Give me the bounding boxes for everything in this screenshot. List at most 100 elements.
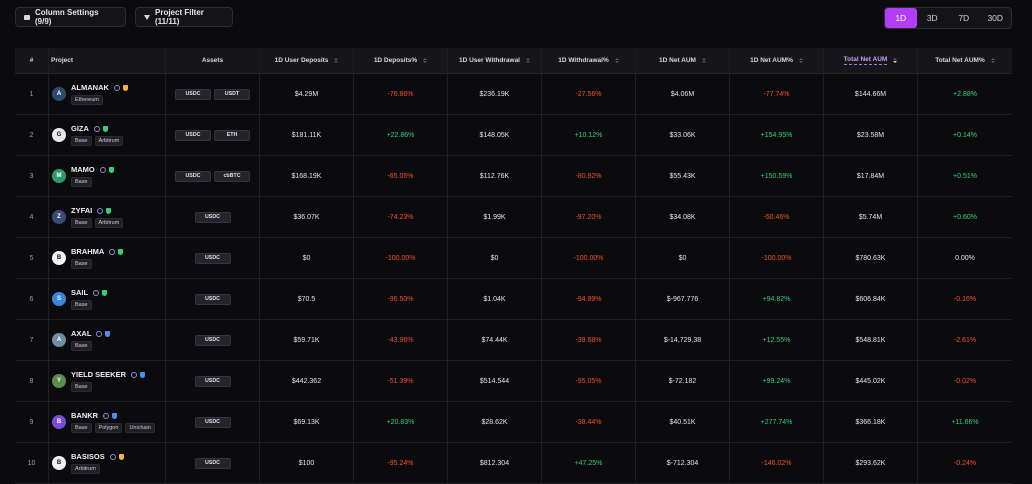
project-cell[interactable]: B BRAHMA Base (49, 238, 166, 278)
project-name[interactable]: YIELD SEEKER (71, 370, 127, 379)
column-settings-button[interactable]: Column Settings (9/9) (15, 7, 126, 27)
sort-icon[interactable] (990, 58, 995, 63)
column-header[interactable]: Total Net AUM% (918, 48, 1012, 73)
table-row[interactable]: 7 A AXAL Base USDC $59.71K -43.96% $74.44K -39.6… (15, 320, 1012, 361)
project-filter-button[interactable]: Project Filter (11/11) (135, 7, 233, 27)
period-tab-30d[interactable]: 30D (987, 13, 1004, 23)
withdrawal-pct-cell: -95.05% (542, 361, 636, 401)
table-row[interactable]: 1 A ALMANAK Ethereum USDC USDT $4.29M -76.86% $2… (15, 74, 1012, 115)
table-row[interactable]: 3 M MAMO Base USDC cbBTC $168.19K -65.05% $112.7… (15, 156, 1012, 197)
project-cell[interactable]: B BANKR Base Polygon Unichain (49, 402, 166, 442)
period-tab-3d[interactable]: 3D (926, 13, 938, 23)
project-name[interactable]: BANKR (71, 411, 99, 420)
total-aum-pct-cell: +11.66% (918, 402, 1012, 442)
table-row[interactable]: 6 S SAIL Base USDC $70.5 -96.50% $1.04K -94.99% $… (15, 279, 1012, 320)
deposits-pct-cell: -65.05% (354, 156, 448, 196)
table-row[interactable]: 5 B BRAHMA Base USDC $0 -100.00% $0 -100.00% $0 -1… (15, 238, 1012, 279)
project-name[interactable]: ZYFAI (71, 206, 93, 215)
globe-icon[interactable] (96, 330, 103, 337)
shield-icon (112, 412, 118, 419)
table-row[interactable]: 2 G GIZA Base Arbitrum USDC ETH $181.11K +22.86%… (15, 115, 1012, 156)
project-name-line: MAMO (71, 165, 114, 174)
globe-icon[interactable] (99, 166, 106, 173)
project-logo: B (52, 456, 66, 470)
column-header[interactable]: 1D Net AUM (636, 48, 730, 73)
table-row[interactable]: 4 Z ZYFAI Base Arbitrum USDC $36.07K -74.23% $1.… (15, 197, 1012, 238)
table-row[interactable]: 9 B BANKR Base Polygon Unichain USDC $69.13K +20… (15, 402, 1012, 443)
row-index-cell: 8 (15, 361, 49, 401)
withdrawal-value: $74.44K (481, 336, 508, 344)
project-name[interactable]: MAMO (71, 165, 95, 174)
chain-tag: Base (71, 218, 92, 228)
project-cell[interactable]: A ALMANAK Ethereum (49, 74, 166, 114)
project-cell[interactable]: Y YIELD SEEKER Base (49, 361, 166, 401)
column-header[interactable]: Total Net AUM (824, 48, 918, 73)
globe-icon[interactable] (109, 453, 116, 460)
withdrawal-pct-cell: -97.20% (542, 197, 636, 237)
column-header[interactable]: 1D User Deposits (260, 48, 354, 73)
project-name[interactable]: BASISOS (71, 452, 105, 461)
deposits-value: $442.362 (291, 377, 322, 385)
total-aum-pct-value: -2.61% (953, 336, 977, 344)
column-header-label: 1D User Deposits (274, 57, 329, 64)
sort-icon[interactable] (614, 58, 619, 63)
project-name[interactable]: ALMANAK (71, 83, 109, 92)
deposits-pct-cell: +20.83% (354, 402, 448, 442)
project-text: BANKR Base Polygon Unichain (71, 411, 155, 433)
deposits-pct-value: -65.05% (387, 172, 414, 180)
project-name[interactable]: SAIL (71, 288, 89, 297)
project-cell[interactable]: Z ZYFAI Base Arbitrum (49, 197, 166, 237)
withdrawal-pct-value: -80.92% (575, 172, 602, 180)
column-header-label: Total Net AUM (843, 56, 888, 65)
project-name[interactable]: AXAL (71, 329, 92, 338)
chain-tags: Base (71, 341, 110, 351)
total-aum-pct-cell: -2.61% (918, 320, 1012, 360)
period-tab-7d[interactable]: 7D (958, 13, 970, 23)
sort-icon[interactable] (798, 58, 803, 63)
withdrawal-cell: $28.62K (448, 402, 542, 442)
globe-icon[interactable] (93, 125, 100, 132)
period-tab-1d[interactable]: 1D (885, 8, 917, 28)
project-text: YIELD SEEKER Base (71, 370, 146, 392)
globe-icon[interactable] (113, 84, 120, 91)
sort-icon[interactable] (701, 58, 706, 63)
deposits-cell: $100 (260, 443, 354, 483)
total-aum-pct-value: -0.24% (953, 459, 977, 467)
project-cell[interactable]: G GIZA Base Arbitrum (49, 115, 166, 155)
column-header[interactable]: 1D Deposits% (354, 48, 448, 73)
project-name[interactable]: GIZA (71, 124, 89, 133)
column-header[interactable]: 1D User Withdrawal (448, 48, 542, 73)
globe-icon[interactable] (97, 207, 104, 214)
chain-tags: Base (71, 300, 107, 310)
chain-tag: Base (71, 382, 92, 392)
table-row[interactable]: 10 B BASISOS Arbitrum USDC $100 -95.24% $812.30… (15, 443, 1012, 484)
sort-icon[interactable] (526, 58, 530, 63)
assets-cell: USDC (166, 443, 260, 483)
withdrawal-cell: $148.05K (448, 115, 542, 155)
total-aum-pct-value: -0.16% (953, 295, 977, 303)
asset-tags: USDC cbBTC (175, 170, 250, 182)
column-header[interactable]: 1D Withdrawal% (542, 48, 636, 73)
column-header[interactable]: 1D Net AUM% (730, 48, 824, 73)
project-name[interactable]: BRAHMA (71, 247, 105, 256)
globe-icon[interactable] (93, 289, 100, 296)
deposits-pct-value: -74.23% (387, 213, 414, 221)
row-index: 4 (29, 213, 34, 221)
table-row[interactable]: 8 Y YIELD SEEKER Base USDC $442.362 -51.39% $51… (15, 361, 1012, 402)
globe-icon[interactable] (131, 371, 138, 378)
sort-icon[interactable] (893, 58, 898, 63)
project-cell[interactable]: M MAMO Base (49, 156, 166, 196)
row-index: 9 (29, 418, 34, 426)
row-index-cell: 10 (15, 443, 49, 483)
globe-icon[interactable] (103, 412, 110, 419)
project-logo: S (52, 292, 66, 306)
project-cell[interactable]: A AXAL Base (49, 320, 166, 360)
project-cell[interactable]: B BASISOS Arbitrum (49, 443, 166, 483)
globe-icon[interactable] (109, 248, 116, 255)
project-cell[interactable]: S SAIL Base (49, 279, 166, 319)
sort-icon[interactable] (334, 58, 339, 63)
sort-icon[interactable] (423, 58, 428, 63)
column-header-label: 1D User Withdrawal (459, 57, 520, 64)
net-aum-value: $-967.776 (666, 295, 699, 303)
net-aum-pct-value: +150.59% (760, 172, 793, 180)
